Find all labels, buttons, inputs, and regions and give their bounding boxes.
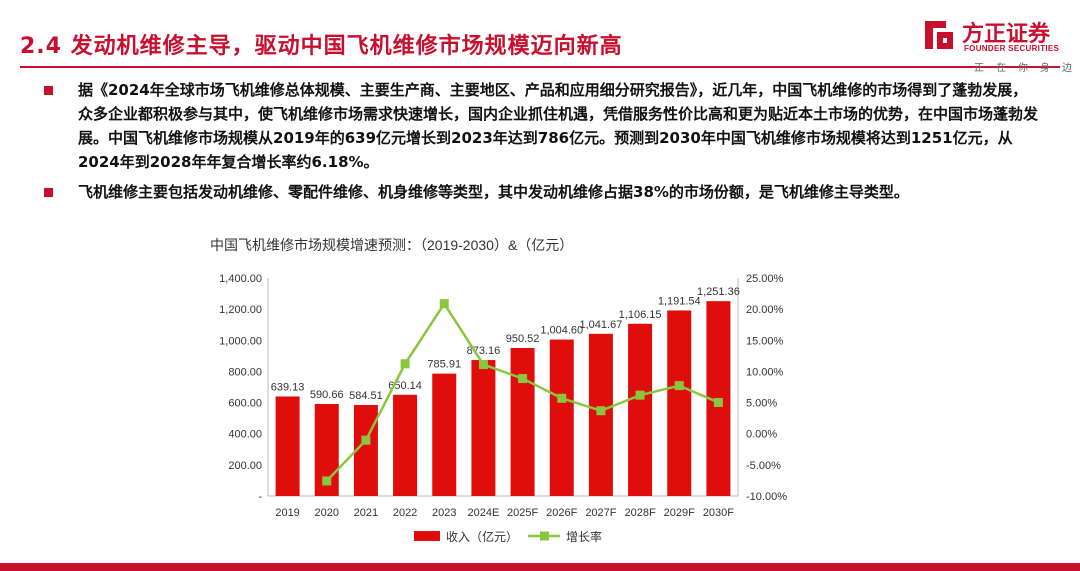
y-right-tick-label: 5.00% (746, 398, 777, 410)
y-left-tick-label: 1,200.00 (219, 304, 262, 316)
bullet-item: 飞机维修主要包括发动机维修、零配件维修、机身维修等类型，其中发动机维修占据38%… (40, 180, 1040, 204)
bar-revenue (353, 404, 378, 496)
bullet-list: 据《2024年全球市场飞机维修总体规模、主要生产商、主要地区、产品和应用细分研究… (40, 78, 1040, 210)
y-right-tick-label: 15.00% (746, 335, 784, 347)
bar-data-label: 1,004.60 (540, 325, 583, 337)
y-right-tick-label: 10.00% (746, 366, 784, 378)
legend-marker-growth (540, 531, 549, 541)
founder-logo-icon (925, 21, 953, 49)
bullet-marker (44, 188, 53, 197)
x-tick-label: 2027F (585, 507, 616, 519)
y-right-tick-label: 0.00% (746, 429, 777, 441)
bar-data-label: 590.66 (310, 389, 344, 401)
x-tick-label: 2024E (468, 507, 500, 519)
x-tick-label: 2022 (393, 507, 417, 519)
bullet-marker (44, 86, 53, 95)
growth-rate-point (713, 397, 723, 407)
bar-revenue (471, 360, 496, 496)
bar-revenue (275, 396, 300, 496)
y-right-tick-label: 25.00% (746, 273, 784, 285)
y-right-tick-label: -5.00% (746, 460, 781, 472)
legend-label-growth: 增长率 (566, 529, 602, 544)
x-tick-label: 2026F (546, 507, 577, 519)
y-left-tick-label: 1,400.00 (219, 273, 262, 285)
growth-rate-point (557, 393, 567, 403)
legend-label-revenue: 收入（亿元） (446, 529, 518, 544)
bar-data-label: 950.52 (506, 333, 540, 345)
x-tick-label: 2028F (624, 507, 655, 519)
bar-revenue (549, 339, 574, 496)
growth-rate-point (518, 374, 528, 384)
y-left-tick-label: - (258, 491, 262, 503)
title-divider (20, 66, 1060, 68)
growth-rate-point (361, 435, 371, 445)
growth-rate-point (596, 406, 606, 416)
logo-name: 方正证券 (962, 22, 1051, 47)
bar-data-label: 1,191.54 (658, 295, 701, 307)
bar-data-label: 785.91 (427, 359, 461, 371)
bullet-text: 据《2024年全球市场飞机维修总体规模、主要生产商、主要地区、产品和应用细分研究… (78, 81, 1039, 171)
bar-data-label: 1,251.36 (697, 286, 740, 298)
x-tick-label: 2019 (275, 507, 299, 519)
logo-slogan: 正在你身边 (974, 63, 1080, 74)
y-right-tick-label: 20.00% (746, 304, 784, 316)
bar-revenue (510, 347, 535, 496)
bar-data-label: 1,106.15 (619, 309, 662, 321)
bar-data-label: 584.51 (349, 390, 383, 402)
growth-rate-point (322, 476, 332, 486)
market-size-chart: 中国飞机维修市场规模增速预测：（2019-2030）&（亿元） - 200.00 4… (0, 230, 1080, 560)
bar-revenue (432, 373, 457, 496)
bar-revenue (667, 310, 692, 496)
growth-rate-point (478, 360, 488, 370)
chart-title: 中国飞机维修市场规模增速预测：（2019-2030）&（亿元） (210, 237, 573, 253)
chart-svg: 中国飞机维修市场规模增速预测：（2019-2030）&（亿元） - 200.00 4… (210, 237, 787, 544)
bar-data-label: 873.16 (467, 345, 501, 357)
y-left-tick-label: 600.00 (228, 398, 262, 410)
y-left-tick-label: 400.00 (228, 429, 262, 441)
bar-data-label: 1,041.67 (580, 319, 623, 331)
bar-revenue (628, 323, 653, 496)
x-tick-label: 2025F (507, 507, 538, 519)
x-tick-label: 2021 (354, 507, 378, 519)
company-logo: 方正证券 FOUNDER SECURITIES 正在你身边 (922, 14, 1072, 74)
y-left-tick-label: 800.00 (228, 366, 262, 378)
growth-rate-point (635, 390, 645, 400)
logo-english-name: FOUNDER SECURITIES (964, 44, 1060, 53)
growth-rate-point (674, 381, 684, 391)
bullet-item: 据《2024年全球市场飞机维修总体规模、主要生产商、主要地区、产品和应用细分研究… (40, 78, 1040, 174)
x-tick-label: 2029F (664, 507, 695, 519)
bullet-text: 飞机维修主要包括发动机维修、零配件维修、机身维修等类型，其中发动机维修占据38%… (78, 183, 909, 201)
bar-data-label: 639.13 (271, 381, 305, 393)
y-left-tick-label: 1,000.00 (219, 335, 262, 347)
x-tick-label: 2030F (703, 507, 734, 519)
x-tick-label: 2020 (315, 507, 339, 519)
legend-swatch-revenue (414, 531, 440, 541)
x-tick-label: 2023 (432, 507, 456, 519)
growth-rate-point (439, 299, 449, 309)
y-right-tick-label: -10.00% (746, 491, 787, 503)
growth-rate-point (400, 359, 410, 369)
bar-revenue (393, 394, 418, 496)
y-left-tick-label: 200.00 (228, 460, 262, 472)
footer-bar (0, 563, 1080, 571)
page-title: 2.4 发动机维修主导，驱动中国飞机维修市场规模迈向新高 (20, 34, 623, 59)
